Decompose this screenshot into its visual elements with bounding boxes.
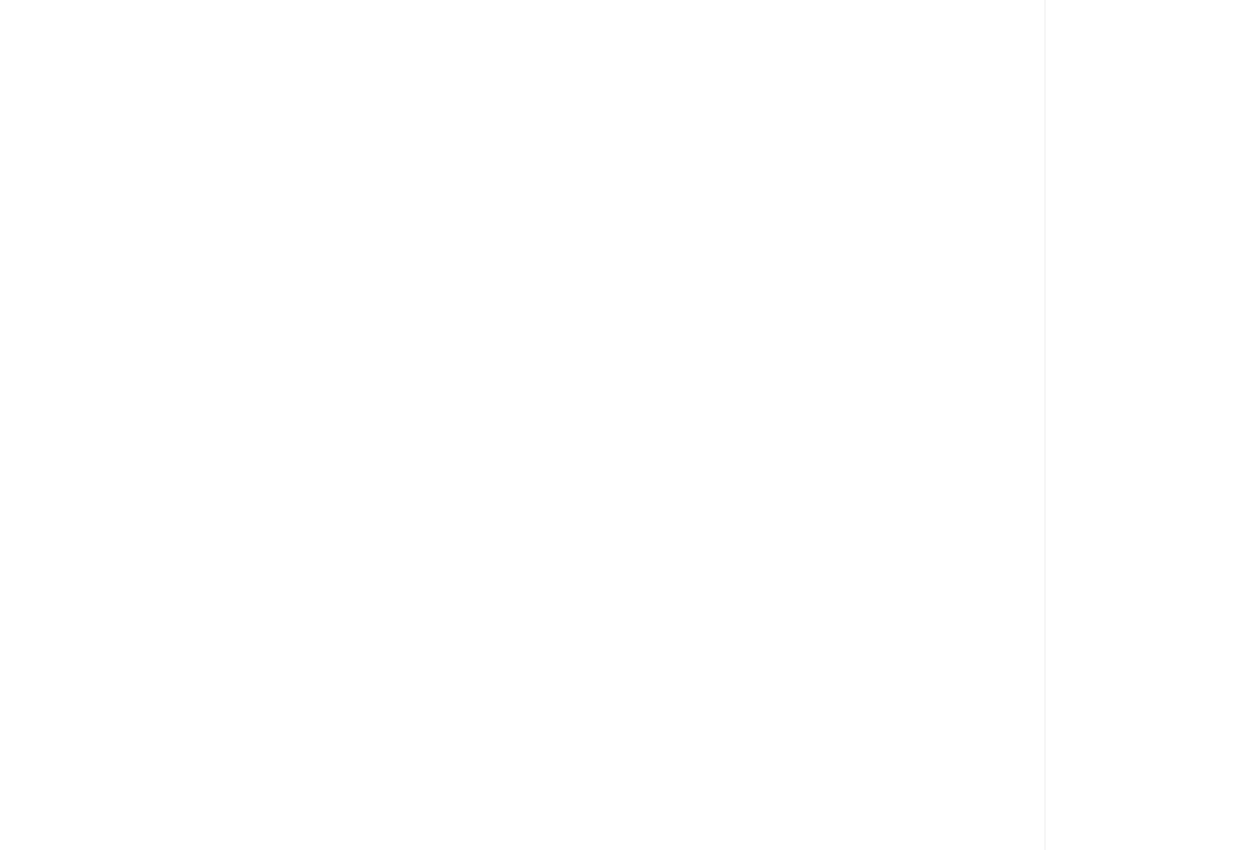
chart (1044, 0, 1046, 850)
